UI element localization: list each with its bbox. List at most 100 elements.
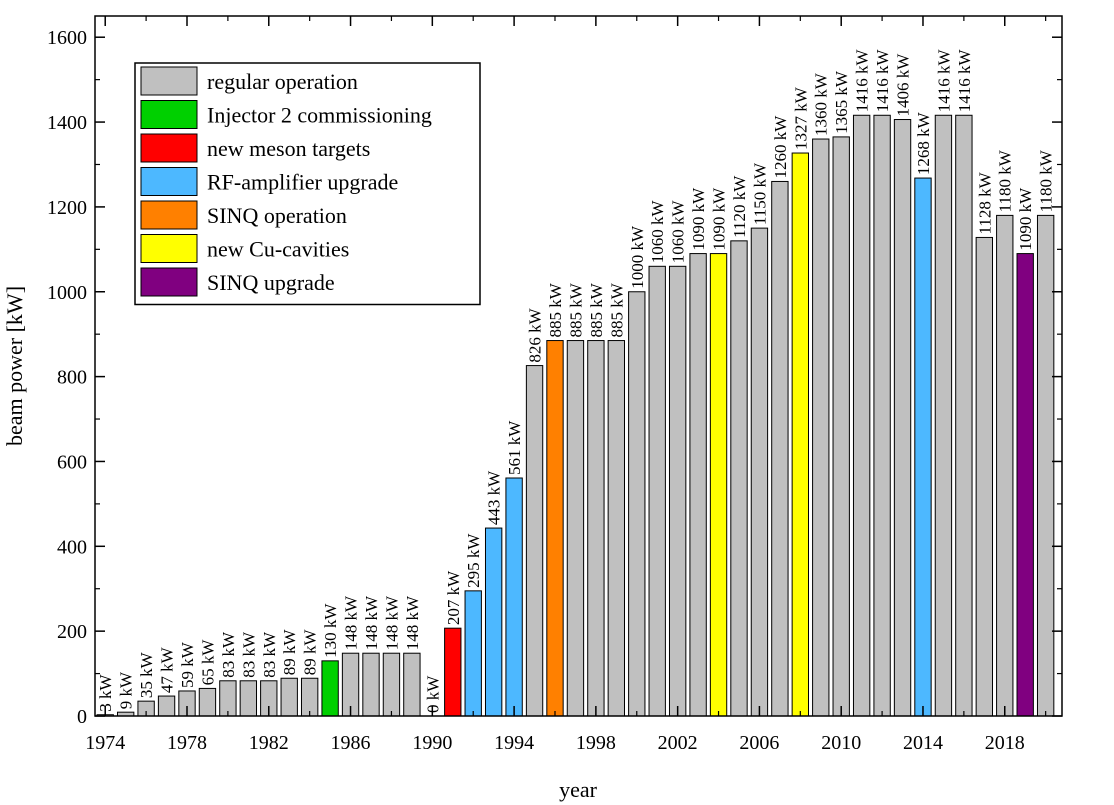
bar-label-1987: 148 kW [362,595,381,650]
bar-label-1994: 561 kW [505,420,524,475]
bar-label-1995: 826 kW [526,307,545,362]
legend-label-2: new meson targets [207,136,370,161]
bar-label-2001: 1060 kW [648,200,667,264]
bar-label-1982: 83 kW [260,631,279,678]
bar-2005 [730,240,748,716]
x-tick-label-1978: 1978 [167,732,207,754]
bar-2002 [668,265,687,716]
bar-1986 [341,652,360,716]
bar-2009 [812,138,830,716]
bar-label-1980: 83 kW [219,631,238,678]
bar-1984 [300,677,319,716]
bar-2018 [996,214,1014,716]
bar-2017 [975,236,994,716]
y-axis-ticks: 0 200 400 600 800 1000 1200 1400 1600 [47,27,1062,728]
x-tick-label-1986: 1986 [331,732,371,754]
bar-label-2015: 1416 kW [934,49,953,113]
bar-1985 [321,660,339,716]
bar-2008 [791,152,810,716]
bar-1992 [464,590,482,716]
bar-2013 [893,119,912,716]
bar-label-2020: 1180 kW [1037,149,1056,212]
bar-label-1985: 130 kW [321,603,340,658]
bar-2004 [709,253,728,716]
bar-label-1996: 885 kW [546,282,565,337]
bar-label-2010: 1365 kW [832,70,851,134]
bar-1981 [239,680,258,716]
y-tick-label-600: 600 [57,451,87,473]
bar-label-2014: 1268 kW [914,111,933,175]
bar-1989 [403,652,421,716]
bar-2016 [955,114,973,716]
bar-label-1992: 295 kW [464,533,483,588]
y-tick-label-1000: 1000 [47,282,87,304]
bar-2012 [873,114,891,716]
bar-2020 [1036,214,1055,716]
bar-1995 [525,365,544,716]
bar-label-1999: 885 kW [607,282,626,337]
bar-2010 [832,136,850,716]
x-tick-label-1974: 1974 [85,732,125,754]
bar-1993 [484,527,503,716]
bar-2000 [628,291,646,716]
x-tick-label-1982: 1982 [249,732,289,754]
bar-label-1974: 3 kW [96,673,115,711]
bar-1988 [382,652,401,716]
legend-swatch-5 [140,234,198,263]
bar-label-1989: 148 kW [403,595,422,650]
bar-label-1984: 89 kW [301,628,320,675]
bar-label-2005: 1120 kW [730,175,749,238]
bar-1994 [505,477,523,716]
y-tick-label-1200: 1200 [47,197,87,219]
bar-label-2017: 1128 kW [975,171,994,234]
legend: regular operation Injector 2 commissionin… [134,62,481,306]
bar-label-1977: 47 kW [158,646,177,693]
bar-label-1998: 885 kW [587,282,606,337]
legend-label-4: SINQ operation [207,203,347,228]
bar-1987 [362,652,380,716]
bar-label-1997: 885 kW [566,282,585,337]
legend-label-5: new Cu-cavities [207,237,349,262]
bar-1997 [566,340,585,716]
bar-label-2012: 1416 kW [873,49,892,113]
bar-1996 [546,340,564,716]
data-labels: 3 kW 9 kW 35 kW 47 kW 59 kW 65 kW 83 kW 83 kW 83… [96,49,1055,713]
y-tick-label-0: 0 [77,706,87,728]
bar-label-1979: 65 kW [198,639,217,686]
x-tick-label-1998: 1998 [576,732,616,754]
bar-label-1981: 83 kW [239,631,258,678]
x-tick-label-2014: 2014 [903,732,943,754]
y-tick-label-400: 400 [57,536,87,558]
legend-swatch-0 [140,66,198,96]
x-tick-label-1990: 1990 [412,732,452,754]
bar-label-2019: 1090 kW [1016,187,1035,251]
bar-1998 [587,340,605,716]
bar-label-2006: 1150 kW [750,162,769,225]
bar-label-2002: 1060 kW [669,200,688,264]
plot-frame [94,15,1063,717]
x-axis-ticks: 1974 1978 1982 1986 1990 1994 1998 2002 2006 2010… [85,16,1047,754]
bar-1977 [157,695,176,716]
bar-label-1975: 9 kW [117,671,136,709]
bar-1983 [280,677,298,716]
x-tick-label-2018: 2018 [985,732,1025,754]
legend-swatch-1 [140,100,198,129]
x-tick-label-1994: 1994 [494,732,534,754]
y-tick-label-1600: 1600 [47,27,87,49]
legend-label-6: SINQ upgrade [207,270,335,295]
bar-2006 [750,227,769,716]
bar-2015 [934,114,953,716]
x-tick-label-2002: 2002 [658,732,698,754]
bar-label-1978: 59 kW [178,641,197,688]
bar-1976 [137,700,155,716]
bar-1999 [607,340,626,716]
x-axis-label: year [559,777,598,802]
bar-label-1988: 148 kW [382,595,401,650]
bar-1979 [198,687,217,716]
legend-swatch-3 [140,167,198,196]
y-tick-label-800: 800 [57,367,87,389]
bar-label-2011: 1416 kW [853,49,872,113]
legend-label-0: regular operation [207,69,358,94]
bar-label-2000: 1000 kW [628,225,647,289]
